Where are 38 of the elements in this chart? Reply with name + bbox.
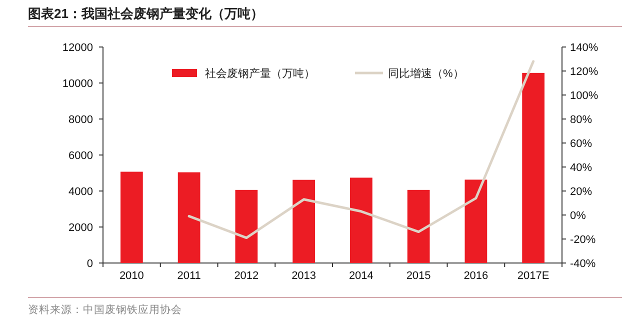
- bar: [178, 172, 200, 263]
- chart-title: 图表21：我国社会废钢产量变化（万吨）: [28, 6, 622, 27]
- y2-tick-label: 60%: [570, 138, 592, 150]
- bar: [292, 180, 315, 263]
- y-tick-label: 0: [86, 258, 93, 270]
- bar: [464, 180, 488, 263]
- bar: [350, 178, 372, 263]
- x-tick-label: 2012: [234, 270, 259, 282]
- y2-tick-label: 120%: [570, 66, 598, 78]
- y2-tick-label: 20%: [570, 186, 592, 198]
- y2-tick-label: 0%: [570, 210, 586, 222]
- x-tick-label: 2013: [292, 270, 316, 282]
- x-tick-label: 2017E: [517, 270, 550, 282]
- x-tick-label: 2016: [464, 270, 488, 282]
- x-tick-label: 2015: [406, 270, 431, 282]
- y-tick-label: 12000: [62, 42, 93, 54]
- y2-tick-label: 140%: [570, 42, 598, 54]
- y-tick-label: 8000: [68, 114, 93, 126]
- y2-tick-label: 40%: [570, 162, 592, 174]
- y2-tick-label: -40%: [570, 258, 596, 270]
- line-series: [188, 60, 535, 240]
- legend-label: 同比增速（%）: [388, 67, 464, 80]
- bar: [235, 190, 258, 263]
- y2-tick-label: 100%: [570, 90, 598, 102]
- legend-label: 社会废钢产量（万吨）: [205, 67, 315, 80]
- text: 资料来源：中国废钢铁应用协会: [28, 297, 622, 317]
- x-tick-label: 2011: [177, 270, 201, 282]
- y-tick-label: 2000: [68, 222, 93, 234]
- y-tick-label: 10000: [62, 78, 93, 90]
- y2-tick-label: -20%: [570, 234, 596, 246]
- bar: [522, 72, 544, 263]
- y-tick-label: 4000: [68, 186, 93, 198]
- bar: [120, 172, 143, 263]
- y2-tick-label: 80%: [570, 114, 592, 126]
- x-tick-label: 2014: [348, 270, 374, 282]
- x-tick-label: 2010: [119, 270, 144, 282]
- bar: [407, 190, 430, 263]
- y-tick-label: 6000: [68, 150, 93, 162]
